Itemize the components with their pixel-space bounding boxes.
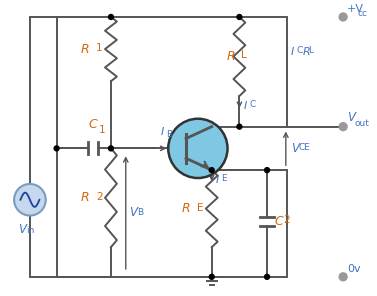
Text: 2: 2 [283, 215, 290, 226]
Circle shape [237, 15, 242, 20]
Text: out: out [355, 119, 370, 128]
Text: V: V [347, 111, 355, 124]
Text: I: I [243, 101, 247, 111]
Text: C: C [275, 215, 284, 228]
Circle shape [237, 124, 242, 129]
Circle shape [265, 168, 270, 173]
Text: V: V [129, 206, 137, 219]
Text: B: B [136, 207, 143, 217]
Text: R: R [81, 191, 89, 204]
Text: +V: +V [347, 4, 364, 14]
Text: cc: cc [358, 9, 368, 18]
Text: CE: CE [299, 143, 311, 152]
Circle shape [209, 168, 214, 173]
Text: R: R [303, 46, 310, 57]
Text: R: R [81, 43, 89, 56]
Text: C: C [249, 100, 256, 109]
Circle shape [339, 13, 347, 21]
Text: C: C [89, 118, 98, 131]
Text: I: I [216, 175, 219, 185]
Text: L: L [241, 50, 247, 60]
Text: 1: 1 [99, 125, 106, 135]
Text: L: L [308, 46, 314, 54]
Circle shape [109, 146, 113, 151]
Text: V: V [18, 223, 26, 237]
Circle shape [168, 119, 228, 178]
Text: 0v: 0v [347, 264, 361, 274]
Circle shape [339, 273, 347, 281]
Text: E: E [222, 174, 227, 183]
Circle shape [265, 274, 270, 279]
Circle shape [14, 184, 46, 215]
Circle shape [54, 146, 59, 151]
Circle shape [109, 15, 113, 20]
Circle shape [209, 274, 214, 279]
Text: 2: 2 [96, 192, 103, 202]
Circle shape [339, 123, 347, 131]
Text: I: I [160, 126, 164, 136]
Text: E: E [197, 202, 204, 213]
Text: I: I [291, 46, 294, 57]
Text: R: R [227, 50, 235, 63]
Text: C: C [297, 46, 303, 54]
Text: R: R [181, 202, 190, 215]
Text: V: V [291, 142, 299, 155]
Text: B: B [166, 131, 172, 139]
Text: in: in [26, 226, 34, 235]
Text: 1: 1 [96, 43, 103, 53]
